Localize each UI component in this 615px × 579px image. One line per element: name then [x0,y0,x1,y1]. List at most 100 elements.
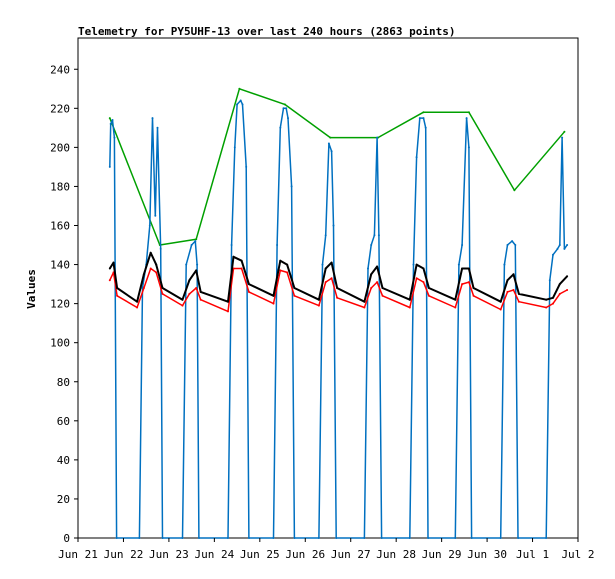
y-tick-label: 180 [50,180,70,193]
data-point [115,537,118,539]
data-point [188,279,191,282]
data-point [336,296,339,299]
x-tick-label: Jun 30 [467,548,507,561]
data-point [415,156,418,159]
data-point [285,107,288,110]
data-point [415,263,418,266]
data-point [181,304,184,307]
data-point [138,537,141,539]
data-point [363,537,366,539]
data-point [556,247,559,250]
data-point [380,537,383,539]
data-point [511,240,514,243]
data-point [161,292,164,295]
data-point [195,238,198,241]
data-point [470,537,473,539]
data-point [272,537,275,539]
data-point [282,107,285,110]
y-tick-label: 0 [63,532,70,545]
data-point [327,142,330,145]
data-point [276,244,279,246]
data-point [116,287,119,289]
data-point [422,267,425,270]
y-tick-label: 40 [57,454,70,467]
data-point [408,306,411,309]
data-point [286,271,289,274]
data-point [324,267,327,270]
x-tick-label: Jun 24 [194,548,234,561]
data-point [108,117,111,120]
data-point [286,263,289,266]
data-point [240,259,243,262]
data-point [136,300,139,303]
data-point [195,287,198,289]
data-point [113,136,116,139]
data-point [293,287,296,289]
data-point [512,289,515,291]
data-point [415,277,418,280]
y-axis-label: Values [25,269,38,309]
series-layer [108,87,569,539]
data-point [293,294,296,297]
y-tick-label: 240 [50,63,70,76]
data-point [566,244,569,246]
data-point [329,136,332,139]
data-point [142,287,145,289]
series-3 [108,251,569,303]
data-point [377,234,380,237]
data-point [330,277,333,280]
y-tick-label: 220 [50,102,70,115]
data-point [195,269,198,272]
data-point [517,292,520,295]
data-point [408,298,411,301]
data-point [467,146,470,149]
data-point [136,306,139,309]
data-point [293,537,296,539]
data-point [381,287,384,289]
data-point [545,306,548,309]
data-point [321,263,324,266]
x-tick-label: Jun 26 [285,548,325,561]
data-point [467,281,470,284]
data-point [245,165,248,168]
data-point [155,271,158,274]
data-point [412,263,415,266]
data-point [427,537,429,539]
y-tick-label: 100 [50,337,70,350]
data-point [227,310,229,313]
data-point [370,273,373,276]
data-point [330,261,333,264]
series-2 [108,267,569,313]
data-point [563,247,566,250]
data-point [558,283,561,286]
y-tick-label: 20 [57,493,70,506]
data-point [112,261,115,264]
data-point [465,117,468,120]
data-point [514,244,517,246]
data-point [381,294,384,297]
data-point [108,267,111,270]
x-tick-label: Jun 21 [58,548,98,561]
data-point [472,287,475,289]
data-point [155,263,158,266]
data-point [279,259,282,262]
data-point [156,126,159,129]
data-point [506,279,509,282]
data-point [283,103,286,106]
y-tick-label: 60 [57,415,70,428]
data-point [190,244,193,246]
data-point [461,244,464,246]
data-point [108,279,111,282]
data-point [422,281,425,284]
plot-area [77,37,579,539]
data-point [154,214,157,217]
data-point [454,298,457,301]
data-point [418,117,421,120]
y-tick-label: 80 [57,376,70,389]
data-point [422,117,425,120]
data-point [427,294,430,297]
data-point [287,117,289,120]
data-point [317,298,320,301]
data-point [238,87,241,90]
data-point [566,275,569,278]
